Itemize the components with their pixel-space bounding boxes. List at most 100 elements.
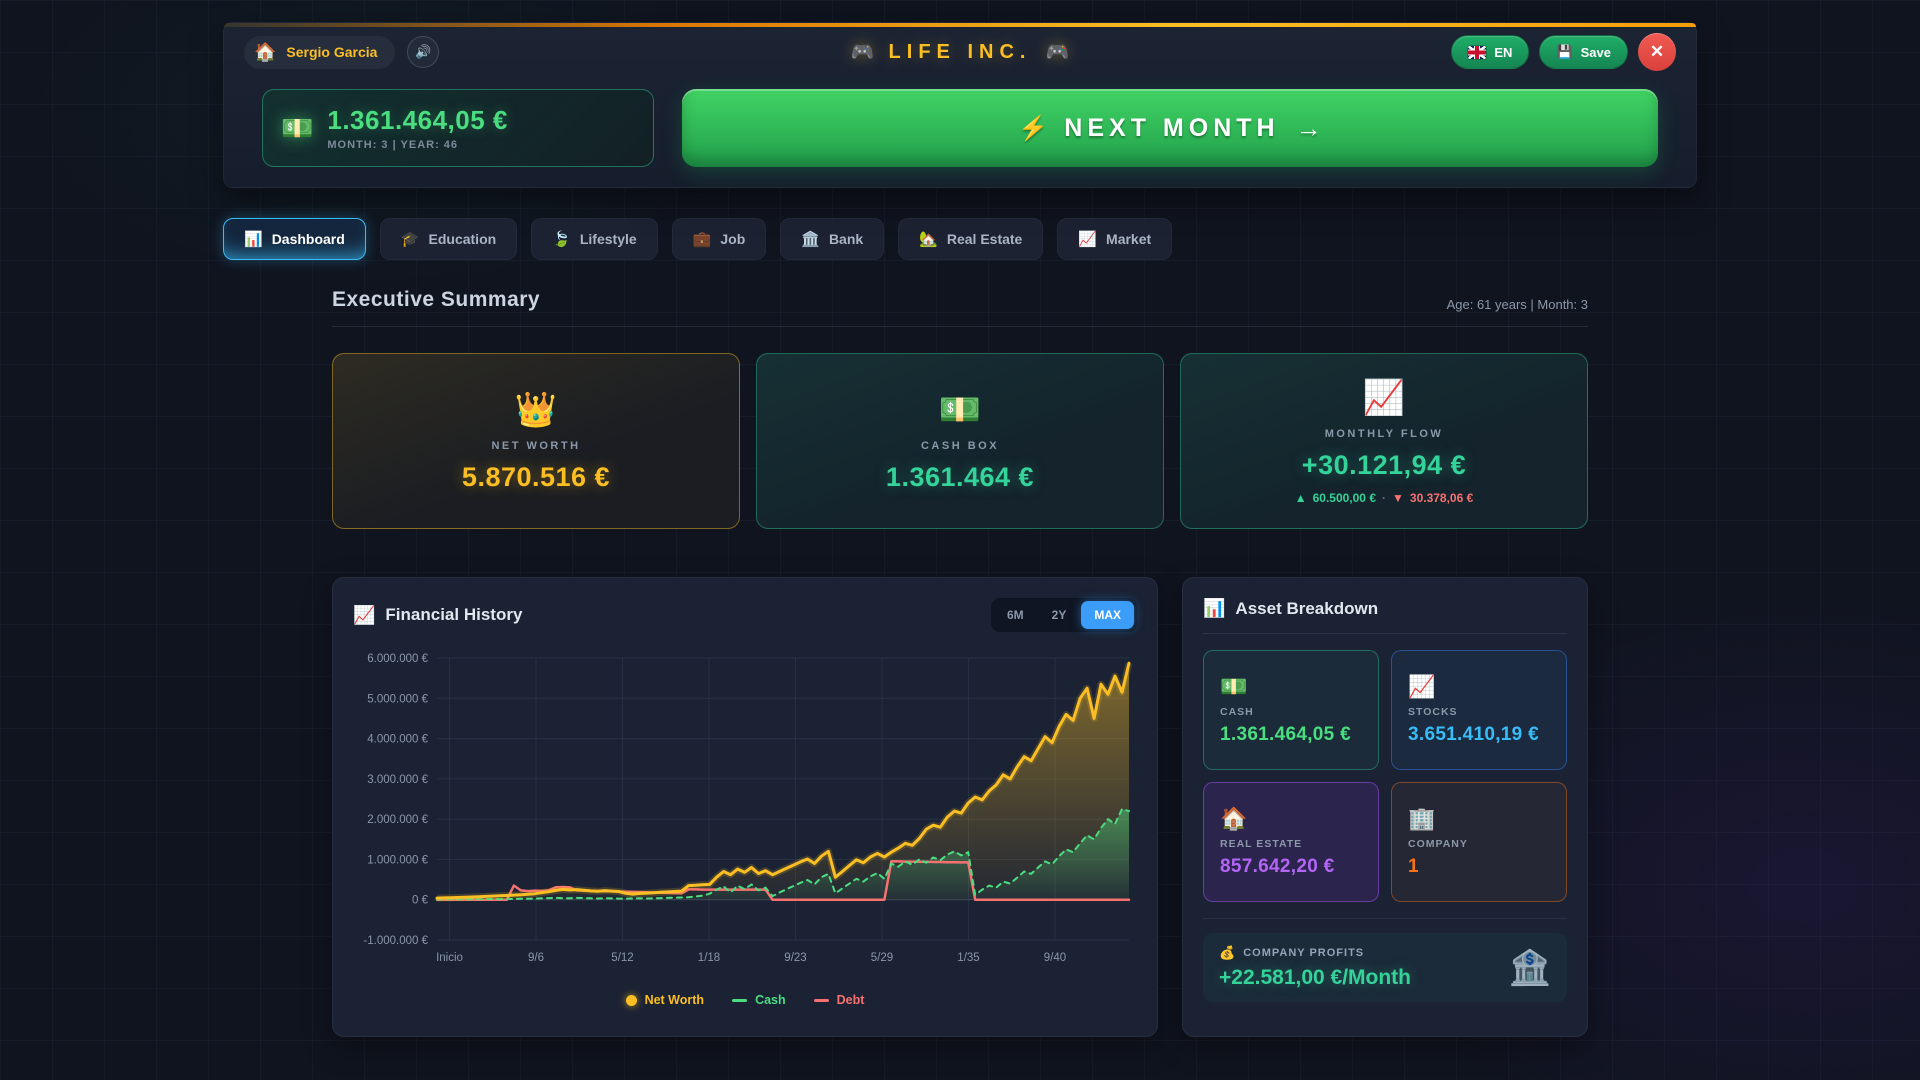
svg-text:-1.000.000 €: -1.000.000 € (363, 935, 428, 947)
speaker-icon: 🔊 (415, 44, 432, 59)
stat-label: NET WORTH (491, 439, 581, 452)
header-action-row: 💵 1.361.464,05 € MONTH: 3 | YEAR: 46 ⚡ N… (224, 77, 1696, 167)
tab-bank[interactable]: 🏛️ Bank (780, 218, 885, 260)
svg-text:5/12: 5/12 (611, 952, 633, 964)
tab-label: Lifestyle (579, 231, 637, 247)
tab-market[interactable]: 📈 Market (1057, 218, 1173, 260)
page-title: Executive Summary (332, 288, 541, 311)
player-name: Sergio Garcia (286, 44, 378, 60)
tile-label: COMPANY (1408, 838, 1468, 850)
svg-text:1.000.000 €: 1.000.000 € (367, 854, 428, 866)
range-6m-button[interactable]: 6M (994, 601, 1037, 629)
legend-net-worth[interactable]: Net Worth (625, 993, 705, 1007)
financial-history-chart[interactable]: 6.000.000 € 5.000.000 € 4.000.000 € 3.000.0… (353, 646, 1137, 981)
sound-toggle-button[interactable]: 🔊 (407, 36, 440, 68)
bank-icon: 🏦 (1508, 948, 1551, 987)
floppy-disk-icon: 💾 (1556, 44, 1573, 59)
section-head: Executive Summary Age: 61 years | Month:… (332, 288, 1588, 312)
financial-history-panel: 📈 Financial History 6M 2Y MAX 6.000.000 … (332, 577, 1158, 1037)
tile-label: STOCKS (1408, 706, 1458, 718)
asset-tile-stocks: 📈 STOCKS 3.651.410,19 € (1391, 650, 1567, 770)
next-month-label: NEXT MONTH (1064, 113, 1280, 142)
down-triangle-icon: ▼ (1392, 490, 1404, 505)
profits-label: COMPANY PROFITS (1243, 947, 1365, 959)
expense-value: 30.378,06 € (1409, 490, 1474, 505)
svg-text:Inicio: Inicio (436, 952, 463, 964)
chart-legend: Net Worth Cash Debt (353, 993, 1137, 1007)
legend-label: Net Worth (644, 993, 705, 1007)
tab-label: Job (720, 231, 746, 247)
graduation-cap-icon: 🎓 (400, 231, 420, 248)
stat-label: MONTHLY FLOW (1324, 427, 1444, 440)
house-icon: 🏠 (1220, 806, 1248, 831)
asset-tiles: 💵 CASH 1.361.464,05 € 📈 STOCKS 3.651.410… (1203, 650, 1567, 902)
legend-dot-icon (625, 994, 637, 1006)
language-label: EN (1494, 44, 1513, 60)
crown-icon: 👑 (514, 390, 558, 429)
tab-label: Bank (828, 231, 864, 247)
net-worth-value: 5.870.516 € (461, 461, 611, 492)
money-bag-icon: 💰 (1219, 945, 1237, 960)
cash-box-value: 1.361.464 € (885, 461, 1035, 492)
svg-text:1/35: 1/35 (957, 952, 979, 964)
legend-cash[interactable]: Cash (732, 993, 786, 1007)
legend-label: Cash (755, 993, 786, 1007)
chart-up-icon: 📈 (1362, 378, 1406, 417)
panels-row: 📈 Financial History 6M 2Y MAX 6.000.000 … (332, 577, 1588, 1037)
asset-tile-company: 🏢 COMPANY 1 (1391, 782, 1567, 902)
tab-label: Dashboard (271, 231, 345, 247)
legend-debt[interactable]: Debt (813, 993, 864, 1007)
house-icon: 🏠 (254, 41, 277, 62)
leaf-icon: 🍃 (552, 231, 571, 248)
asset-breakdown-header: 📊 Asset Breakdown (1203, 598, 1567, 619)
topbar-actions: EN 💾 Save ✕ (1451, 33, 1676, 71)
game-controller-icon: 🎮 (850, 42, 875, 63)
cash-amount: 1.361.464,05 € (327, 105, 508, 135)
next-month-button[interactable]: ⚡ NEXT MONTH → (682, 89, 1658, 167)
tab-real-estate[interactable]: 🏡 Real Estate (898, 218, 1044, 260)
stat-label: CASH BOX (920, 439, 1000, 452)
summary-cards: 👑 NET WORTH 5.870.516 € 💵 CASH BOX 1.361… (332, 353, 1588, 529)
tab-education[interactable]: 🎓 Education (379, 218, 518, 260)
player-chip[interactable]: 🏠 Sergio Garcia (244, 35, 396, 69)
save-label: Save (1580, 44, 1611, 60)
asset-tile-cash: 💵 CASH 1.361.464,05 € (1203, 650, 1379, 770)
tab-label: Education (428, 231, 497, 247)
tab-dashboard[interactable]: 📊 Dashboard (223, 218, 366, 260)
company-profits-row: 💰 COMPANY PROFITS +22.581,00 €/Month 🏦 (1203, 933, 1567, 1002)
company-profits-section: 💰 COMPANY PROFITS +22.581,00 €/Month 🏦 (1203, 918, 1567, 1002)
tab-job[interactable]: 💼 Job (671, 218, 767, 260)
svg-text:5/29: 5/29 (871, 952, 893, 964)
tab-lifestyle[interactable]: 🍃 Lifestyle (531, 218, 658, 260)
svg-text:5.000.000 €: 5.000.000 € (367, 693, 428, 705)
app-title: 🎮 LIFE INC. 🎮 (851, 40, 1069, 64)
briefcase-icon: 💼 (692, 231, 712, 248)
close-button[interactable]: ✕ (1638, 33, 1676, 71)
range-2y-button[interactable]: 2Y (1039, 601, 1080, 629)
range-selector: 6M 2Y MAX (990, 598, 1137, 632)
cash-display: 💵 1.361.464,05 € MONTH: 3 | YEAR: 46 (262, 89, 654, 167)
svg-text:2.000.000 €: 2.000.000 € (367, 814, 428, 826)
panel-divider (1203, 633, 1567, 634)
net-worth-card: 👑 NET WORTH 5.870.516 € (332, 353, 740, 529)
financial-history-header: 📈 Financial History 6M 2Y MAX (353, 598, 1137, 632)
money-banknote-icon: 💵 (281, 112, 314, 143)
chart-up-icon: 📈 (1078, 231, 1098, 248)
income-value: 60.500,00 € (1312, 490, 1376, 505)
svg-text:9/6: 9/6 (528, 952, 544, 964)
tile-label: CASH (1220, 706, 1254, 718)
lightning-bolt-icon: ⚡ (1018, 114, 1049, 142)
svg-text:4.000.000 €: 4.000.000 € (367, 734, 428, 746)
separator-dot: · (1382, 490, 1386, 505)
company-count-value: 1 (1408, 856, 1419, 877)
legend-dash-icon (813, 998, 829, 1002)
close-icon: ✕ (1649, 42, 1665, 61)
save-button[interactable]: 💾 Save (1539, 35, 1628, 69)
range-max-button[interactable]: MAX (1081, 601, 1134, 629)
chart-up-icon: 📈 (1408, 674, 1436, 699)
svg-text:6.000.000 €: 6.000.000 € (367, 653, 428, 665)
language-button[interactable]: EN (1451, 35, 1530, 69)
office-building-icon: 🏢 (1408, 806, 1436, 831)
svg-text:0 €: 0 € (412, 895, 429, 907)
section-divider (332, 326, 1588, 327)
